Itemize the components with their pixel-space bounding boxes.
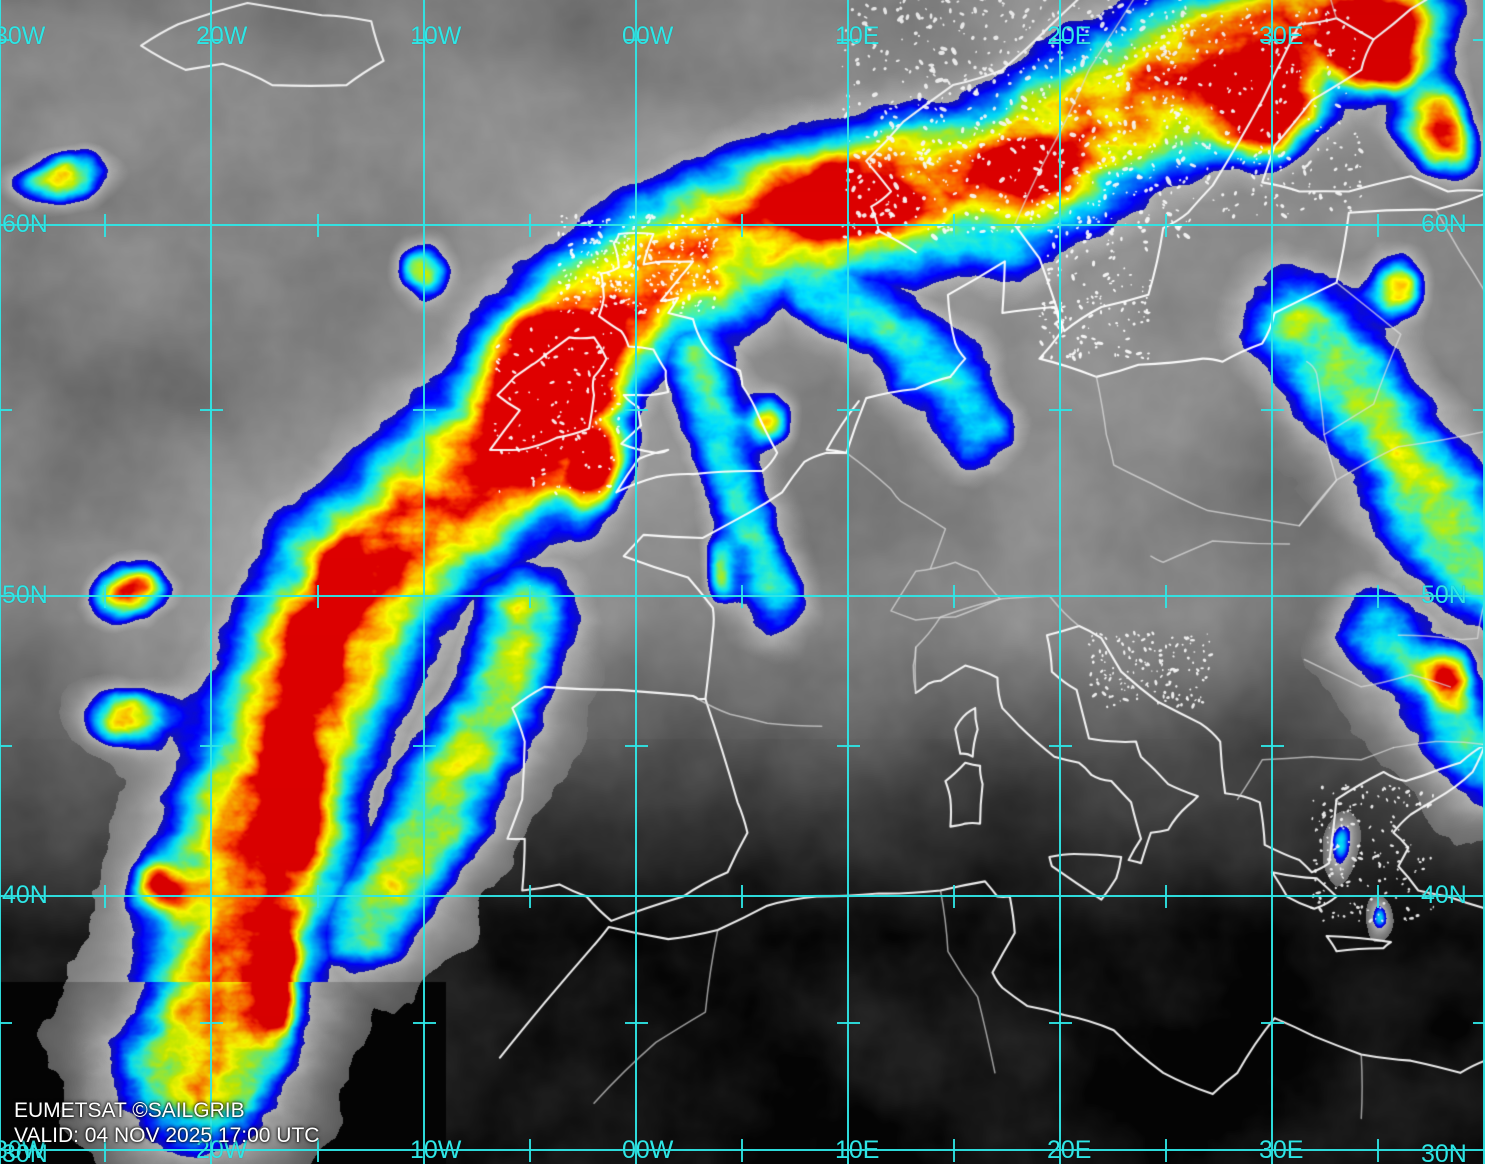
credit-line: EUMETSAT ©SAILGRIB xyxy=(14,1099,245,1122)
valid-time-line: VALID: 04 NOV 2025 17:00 UTC xyxy=(14,1124,320,1147)
credit-overlay: EUMETSAT ©SAILGRIB VALID: 04 NOV 2025 17… xyxy=(14,1098,319,1148)
